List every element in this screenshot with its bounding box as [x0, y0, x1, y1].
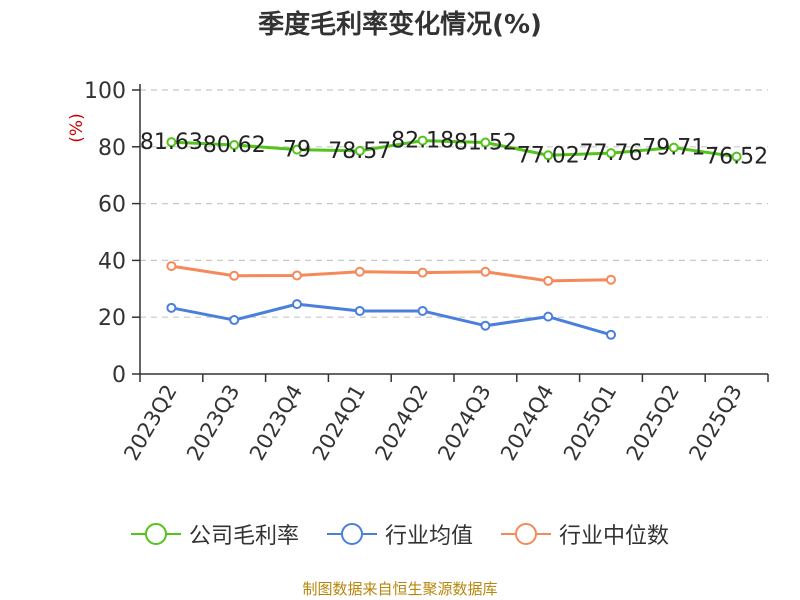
data-point — [417, 135, 428, 146]
data-point — [229, 315, 240, 326]
legend-label: 公司毛利率 — [188, 524, 299, 549]
y-tick-label: 0 — [112, 363, 126, 388]
data-point — [292, 270, 302, 281]
x-tick-label: 2024Q4 — [496, 381, 558, 465]
data-point — [480, 266, 491, 277]
legend-marker-industry-median — [501, 523, 551, 545]
data-point — [606, 274, 616, 285]
data-point — [354, 305, 365, 316]
legend-item-industry-mean[interactable]: 行业均值 — [326, 518, 473, 550]
series-line-1 — [171, 302, 612, 337]
data-point — [166, 137, 177, 148]
data-point — [229, 270, 240, 281]
data-point — [480, 320, 491, 331]
data-label: 79 — [283, 138, 311, 163]
y-tick-label: 20 — [98, 306, 126, 331]
data-point — [543, 150, 554, 161]
data-label: 80.62 — [203, 133, 266, 158]
x-tick-label: 2023Q2 — [119, 381, 181, 465]
data-point — [543, 311, 554, 322]
legend-marker-company-margin — [130, 523, 181, 545]
data-point — [166, 261, 177, 272]
x-tick-label: 2024Q3 — [433, 381, 495, 465]
data-label: 76.52 — [705, 145, 768, 170]
data-point — [668, 142, 679, 153]
legend-item-industry-median[interactable]: 行业中位数 — [501, 518, 669, 550]
series-line-0 — [171, 139, 737, 159]
data-point — [354, 145, 365, 156]
data-label: 81.63 — [140, 130, 203, 155]
series-line-2 — [171, 264, 612, 283]
data-point — [731, 151, 742, 162]
data-point — [292, 299, 302, 310]
data-label: 77.76 — [580, 141, 643, 166]
x-tick-label: 2024Q2 — [370, 381, 432, 465]
data-label: 82.18 — [391, 129, 454, 154]
legend-label: 行业均值 — [384, 524, 473, 549]
data-label: 81.52 — [454, 130, 517, 155]
legend-marker-industry-mean — [326, 523, 377, 545]
source-note: 制图数据来自恒生聚源数据库 — [302, 580, 498, 598]
data-point — [229, 140, 240, 151]
x-tick-label: 2025Q1 — [559, 381, 621, 465]
y-tick-label: 80 — [98, 136, 126, 161]
y-tick-label: 100 — [84, 79, 126, 104]
x-tick-label: 2025Q3 — [684, 381, 746, 465]
x-tick-label: 2025Q2 — [622, 381, 684, 465]
legend: 公司毛利率 行业均值 行业中位数 — [0, 518, 800, 550]
data-label: 79.71 — [642, 136, 705, 161]
legend-item-company-margin[interactable]: 公司毛利率 — [130, 518, 299, 550]
data-point — [166, 302, 177, 313]
data-point — [480, 137, 491, 148]
y-tick-label: 60 — [98, 193, 126, 218]
data-point — [354, 266, 365, 277]
legend-label: 行业中位数 — [559, 524, 670, 549]
data-point — [606, 148, 616, 159]
data-point — [417, 267, 428, 278]
data-point — [417, 305, 428, 316]
x-tick-label: 2023Q3 — [182, 381, 244, 465]
y-tick-label: 40 — [98, 249, 126, 274]
chart-title: 季度毛利率变化情况(%) — [258, 10, 542, 40]
data-point — [606, 329, 616, 340]
data-label: 77.02 — [517, 143, 580, 168]
x-tick-label: 2023Q4 — [245, 381, 307, 465]
data-point — [543, 275, 554, 286]
x-tick-label: 2024Q1 — [308, 381, 370, 465]
y-axis-label: (%) — [67, 113, 87, 142]
data-label: 78.57 — [328, 139, 391, 164]
data-point — [292, 144, 302, 155]
